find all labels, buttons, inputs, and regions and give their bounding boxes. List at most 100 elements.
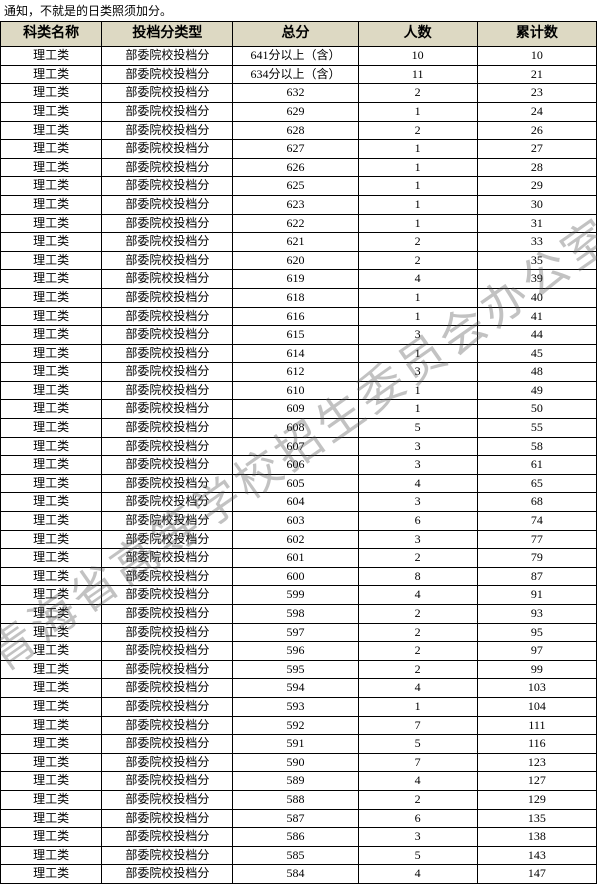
- table-cell: 612: [233, 363, 358, 382]
- table-cell: 部委院校投档分: [102, 363, 233, 382]
- table-cell: 600: [233, 567, 358, 586]
- table-cell: 理工类: [1, 47, 102, 66]
- table-row: 理工类部委院校投档分5907123: [1, 753, 597, 772]
- table-cell: 28: [477, 158, 596, 177]
- table-cell: 理工类: [1, 623, 102, 642]
- table-cell: 138: [477, 828, 596, 847]
- table-cell: 3: [358, 456, 477, 475]
- table-cell: 604: [233, 493, 358, 512]
- table-cell: 理工类: [1, 474, 102, 493]
- table-cell: 理工类: [1, 586, 102, 605]
- table-cell: 605: [233, 474, 358, 493]
- table-cell: 部委院校投档分: [102, 642, 233, 661]
- table-cell: 理工类: [1, 679, 102, 698]
- table-row: 理工类部委院校投档分608555: [1, 419, 597, 438]
- table-cell: 3: [358, 363, 477, 382]
- table-cell: 部委院校投档分: [102, 716, 233, 735]
- table-cell: 理工类: [1, 307, 102, 326]
- table-cell: 4: [358, 772, 477, 791]
- table-cell: 4: [358, 865, 477, 884]
- table-cell: 586: [233, 828, 358, 847]
- table-cell: 部委院校投档分: [102, 251, 233, 270]
- table-cell: 609: [233, 400, 358, 419]
- table-cell: 理工类: [1, 214, 102, 233]
- table-cell: 30: [477, 195, 596, 214]
- table-cell: 理工类: [1, 456, 102, 475]
- table-cell: 部委院校投档分: [102, 530, 233, 549]
- table-cell: 11: [358, 65, 477, 84]
- table-cell: 理工类: [1, 400, 102, 419]
- table-cell: 143: [477, 846, 596, 865]
- table-cell: 部委院校投档分: [102, 177, 233, 196]
- table-cell: 104: [477, 697, 596, 716]
- table-cell: 87: [477, 567, 596, 586]
- table-row: 理工类部委院校投档分612348: [1, 363, 597, 382]
- table-row: 理工类部委院校投档分601279: [1, 549, 597, 568]
- table-cell: 44: [477, 326, 596, 345]
- table-cell: 103: [477, 679, 596, 698]
- table-row: 理工类部委院校投档分5944103: [1, 679, 597, 698]
- table-row: 理工类部委院校投档分602377: [1, 530, 597, 549]
- table-cell: 3: [358, 828, 477, 847]
- table-cell: 24: [477, 102, 596, 121]
- table-cell: 理工类: [1, 530, 102, 549]
- table-cell: 1: [358, 195, 477, 214]
- table-cell: 593: [233, 697, 358, 716]
- table-cell: 111: [477, 716, 596, 735]
- table-cell: 602: [233, 530, 358, 549]
- table-cell: 理工类: [1, 381, 102, 400]
- table-cell: 585: [233, 846, 358, 865]
- table-cell: 理工类: [1, 512, 102, 531]
- table-cell: 理工类: [1, 195, 102, 214]
- table-cell: 21: [477, 65, 596, 84]
- table-cell: 632: [233, 84, 358, 103]
- table-cell: 95: [477, 623, 596, 642]
- table-row: 理工类部委院校投档分615344: [1, 326, 597, 345]
- table-cell: 619: [233, 270, 358, 289]
- table-cell: 6: [358, 809, 477, 828]
- table-cell: 理工类: [1, 697, 102, 716]
- table-cell: 2: [358, 642, 477, 661]
- table-row: 理工类部委院校投档分619439: [1, 270, 597, 289]
- table-cell: 622: [233, 214, 358, 233]
- table-cell: 91: [477, 586, 596, 605]
- table-cell: 部委院校投档分: [102, 790, 233, 809]
- table-cell: 理工类: [1, 419, 102, 438]
- table-row: 理工类部委院校投档分5876135: [1, 809, 597, 828]
- table-cell: 618: [233, 288, 358, 307]
- table-cell: 部委院校投档分: [102, 623, 233, 642]
- table-row: 理工类部委院校投档分599491: [1, 586, 597, 605]
- table-cell: 部委院校投档分: [102, 84, 233, 103]
- table-row: 理工类部委院校投档分5931104: [1, 697, 597, 716]
- table-row: 理工类部委院校投档分5882129: [1, 790, 597, 809]
- table-cell: 4: [358, 270, 477, 289]
- table-cell: 部委院校投档分: [102, 140, 233, 159]
- table-row: 理工类部委院校投档分634分以上（含）1121: [1, 65, 597, 84]
- table-cell: 5: [358, 846, 477, 865]
- table-cell: 626: [233, 158, 358, 177]
- table-cell: 2: [358, 84, 477, 103]
- table-cell: 6: [358, 512, 477, 531]
- table-cell: 部委院校投档分: [102, 697, 233, 716]
- table-cell: 3: [358, 530, 477, 549]
- table-cell: 理工类: [1, 177, 102, 196]
- table-cell: 理工类: [1, 158, 102, 177]
- table-row: 理工类部委院校投档分628226: [1, 121, 597, 140]
- table-cell: 4: [358, 586, 477, 605]
- table-cell: 部委院校投档分: [102, 307, 233, 326]
- header-type: 投档分类型: [102, 22, 233, 47]
- table-cell: 2: [358, 790, 477, 809]
- table-row: 理工类部委院校投档分629124: [1, 102, 597, 121]
- table-cell: 608: [233, 419, 358, 438]
- table-cell: 625: [233, 177, 358, 196]
- table-row: 理工类部委院校投档分595299: [1, 660, 597, 679]
- table-cell: 部委院校投档分: [102, 326, 233, 345]
- table-cell: 理工类: [1, 326, 102, 345]
- table-cell: 607: [233, 437, 358, 456]
- table-cell: 627: [233, 140, 358, 159]
- table-cell: 5: [358, 735, 477, 754]
- table-cell: 部委院校投档分: [102, 679, 233, 698]
- table-cell: 部委院校投档分: [102, 121, 233, 140]
- table-cell: 理工类: [1, 363, 102, 382]
- header-total: 总分: [233, 22, 358, 47]
